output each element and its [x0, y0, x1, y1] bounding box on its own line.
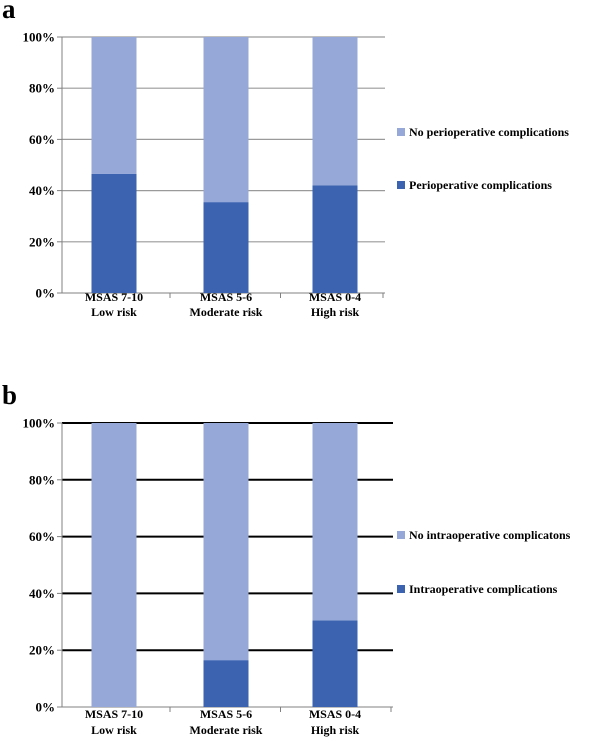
x-tick-label: High risk: [311, 305, 360, 319]
x-tick-label: MSAS 7-10: [85, 290, 143, 304]
bar-segment: [312, 185, 358, 293]
y-tick-label: 0%: [36, 286, 56, 301]
y-tick-label: 60%: [29, 132, 55, 147]
bar-segment: [203, 423, 249, 661]
y-tick-label: 60%: [29, 529, 55, 544]
y-tick-label: 0%: [36, 700, 56, 715]
bar-segment: [312, 620, 358, 707]
y-tick-label: 40%: [29, 183, 55, 198]
x-tick-label: High risk: [311, 723, 360, 737]
y-tick-label: 40%: [29, 586, 55, 601]
legend-swatch: [397, 181, 405, 189]
panel-letter: a: [2, 0, 16, 24]
x-tick-label: Low risk: [91, 305, 137, 319]
y-tick-label: 80%: [29, 81, 55, 96]
y-tick-label: 20%: [29, 234, 55, 249]
x-tick-label: Low risk: [91, 723, 137, 737]
x-tick-label: Moderate risk: [190, 305, 263, 319]
legend-label: Intraoperative complications: [409, 582, 558, 596]
bar-segment: [312, 37, 358, 186]
chart-panel-b: b 0% 20% 40% 60% 80% 100% MSAS 7-10 Low risk MSAS…: [2, 380, 571, 737]
y-tick-label: 20%: [29, 643, 55, 658]
legend-swatch: [397, 531, 405, 539]
legend-swatch: [397, 585, 405, 593]
legend-label: No intraoperative complicatons: [409, 528, 571, 542]
y-tick-label: 80%: [29, 472, 55, 487]
x-tick-label: MSAS 5-6: [200, 707, 252, 721]
x-tick-label: Moderate risk: [190, 723, 263, 737]
bar-segment: [312, 423, 358, 621]
x-tick-label: MSAS 7-10: [85, 707, 143, 721]
bar-segment: [91, 423, 137, 707]
x-tick-label: MSAS 0-4: [309, 290, 361, 304]
y-tick-label: 100%: [23, 416, 56, 431]
bar-segment: [203, 660, 249, 707]
bar-segment: [203, 202, 249, 293]
x-tick-label: MSAS 0-4: [309, 707, 361, 721]
bar-segment: [91, 173, 137, 293]
bar-segment: [203, 37, 249, 203]
legend-label: Perioperative complications: [409, 178, 552, 192]
y-tick-label: 100%: [23, 30, 56, 45]
legend-swatch: [397, 128, 405, 136]
legend-label: No perioperative complications: [409, 125, 569, 139]
panel-letter: b: [2, 380, 17, 410]
x-tick-label: MSAS 5-6: [200, 290, 252, 304]
bar-segment: [91, 37, 137, 174]
